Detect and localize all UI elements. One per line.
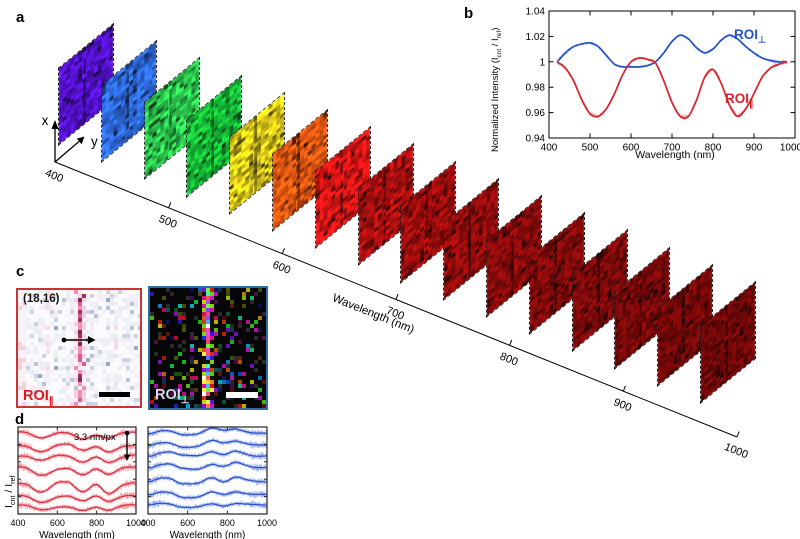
scale-bar: [226, 392, 258, 398]
svg-text:0.94: 0.94: [526, 134, 546, 145]
svg-text:x: x: [42, 113, 49, 128]
svg-text:0.98: 0.98: [526, 83, 546, 94]
b-y-axis-label: Normalized Intensity (Icnt / Iref): [490, 27, 503, 152]
svg-text:400: 400: [140, 518, 155, 528]
roi-parallel-image: [18, 290, 140, 406]
legend-roi-parallel: ROI∥: [725, 91, 754, 109]
d-y-axis-label: Icnt / Iref: [3, 475, 18, 508]
roi-perpendicular-inset: ROI⊥: [148, 286, 268, 410]
svg-text:Wavelength (nm): Wavelength (nm): [170, 530, 246, 539]
panel-c-label: c: [16, 263, 25, 280]
svg-text:800: 800: [705, 143, 722, 154]
roi-perpendicular-spectra-chart: 400 600 800 1000 Wavelength (nm): [140, 426, 277, 539]
b-x-axis-label: Wavelength (nm): [635, 149, 715, 161]
svg-text:1000: 1000: [257, 518, 277, 528]
svg-text:1.04: 1.04: [526, 7, 546, 18]
svg-text:600: 600: [623, 143, 640, 154]
roi-parallel-label: ROI∥: [23, 388, 54, 407]
svg-text:1000: 1000: [126, 518, 146, 528]
svg-text:1.02: 1.02: [526, 32, 546, 43]
line-scan-arrow-icon: [61, 336, 96, 344]
svg-text:900: 900: [746, 143, 763, 154]
roi-perpendicular-image: [150, 288, 266, 408]
svg-text:1000: 1000: [780, 143, 800, 154]
roi-parallel-spectra-chart: 400 600 800 1000 Wavelength (nm): [10, 426, 146, 539]
svg-text:600: 600: [50, 518, 65, 528]
pixel-step-annotation: 3.3 nm/px: [74, 432, 116, 443]
spectra-chart: 400 500 600 700 800 900 1000 0.94 0.96 0.98 1 1.02 1…: [526, 7, 800, 154]
svg-text:y: y: [91, 134, 98, 149]
scale-bar: [99, 392, 130, 397]
roi-perpendicular-label: ROI⊥: [155, 387, 190, 406]
svg-text:800: 800: [220, 518, 235, 528]
panel-a-label: a: [16, 9, 25, 26]
svg-text:700: 700: [664, 143, 681, 154]
svg-text:1: 1: [539, 57, 545, 68]
svg-text:400: 400: [10, 518, 25, 528]
svg-text:Wavelength (nm): Wavelength (nm): [39, 530, 115, 539]
pixel-coordinate-label: (18,16): [23, 293, 60, 305]
legend-roi-perpendicular: ROI⊥: [734, 27, 767, 45]
svg-text:800: 800: [89, 518, 104, 528]
roi-parallel-inset: (18,16) ROI∥: [16, 288, 142, 408]
panel-d-label: d: [15, 411, 25, 428]
svg-text:600: 600: [180, 518, 195, 528]
svg-text:0.96: 0.96: [526, 108, 546, 119]
svg-text:400: 400: [541, 143, 558, 154]
panel-b-label: b: [464, 5, 474, 22]
svg-text:500: 500: [582, 143, 599, 154]
